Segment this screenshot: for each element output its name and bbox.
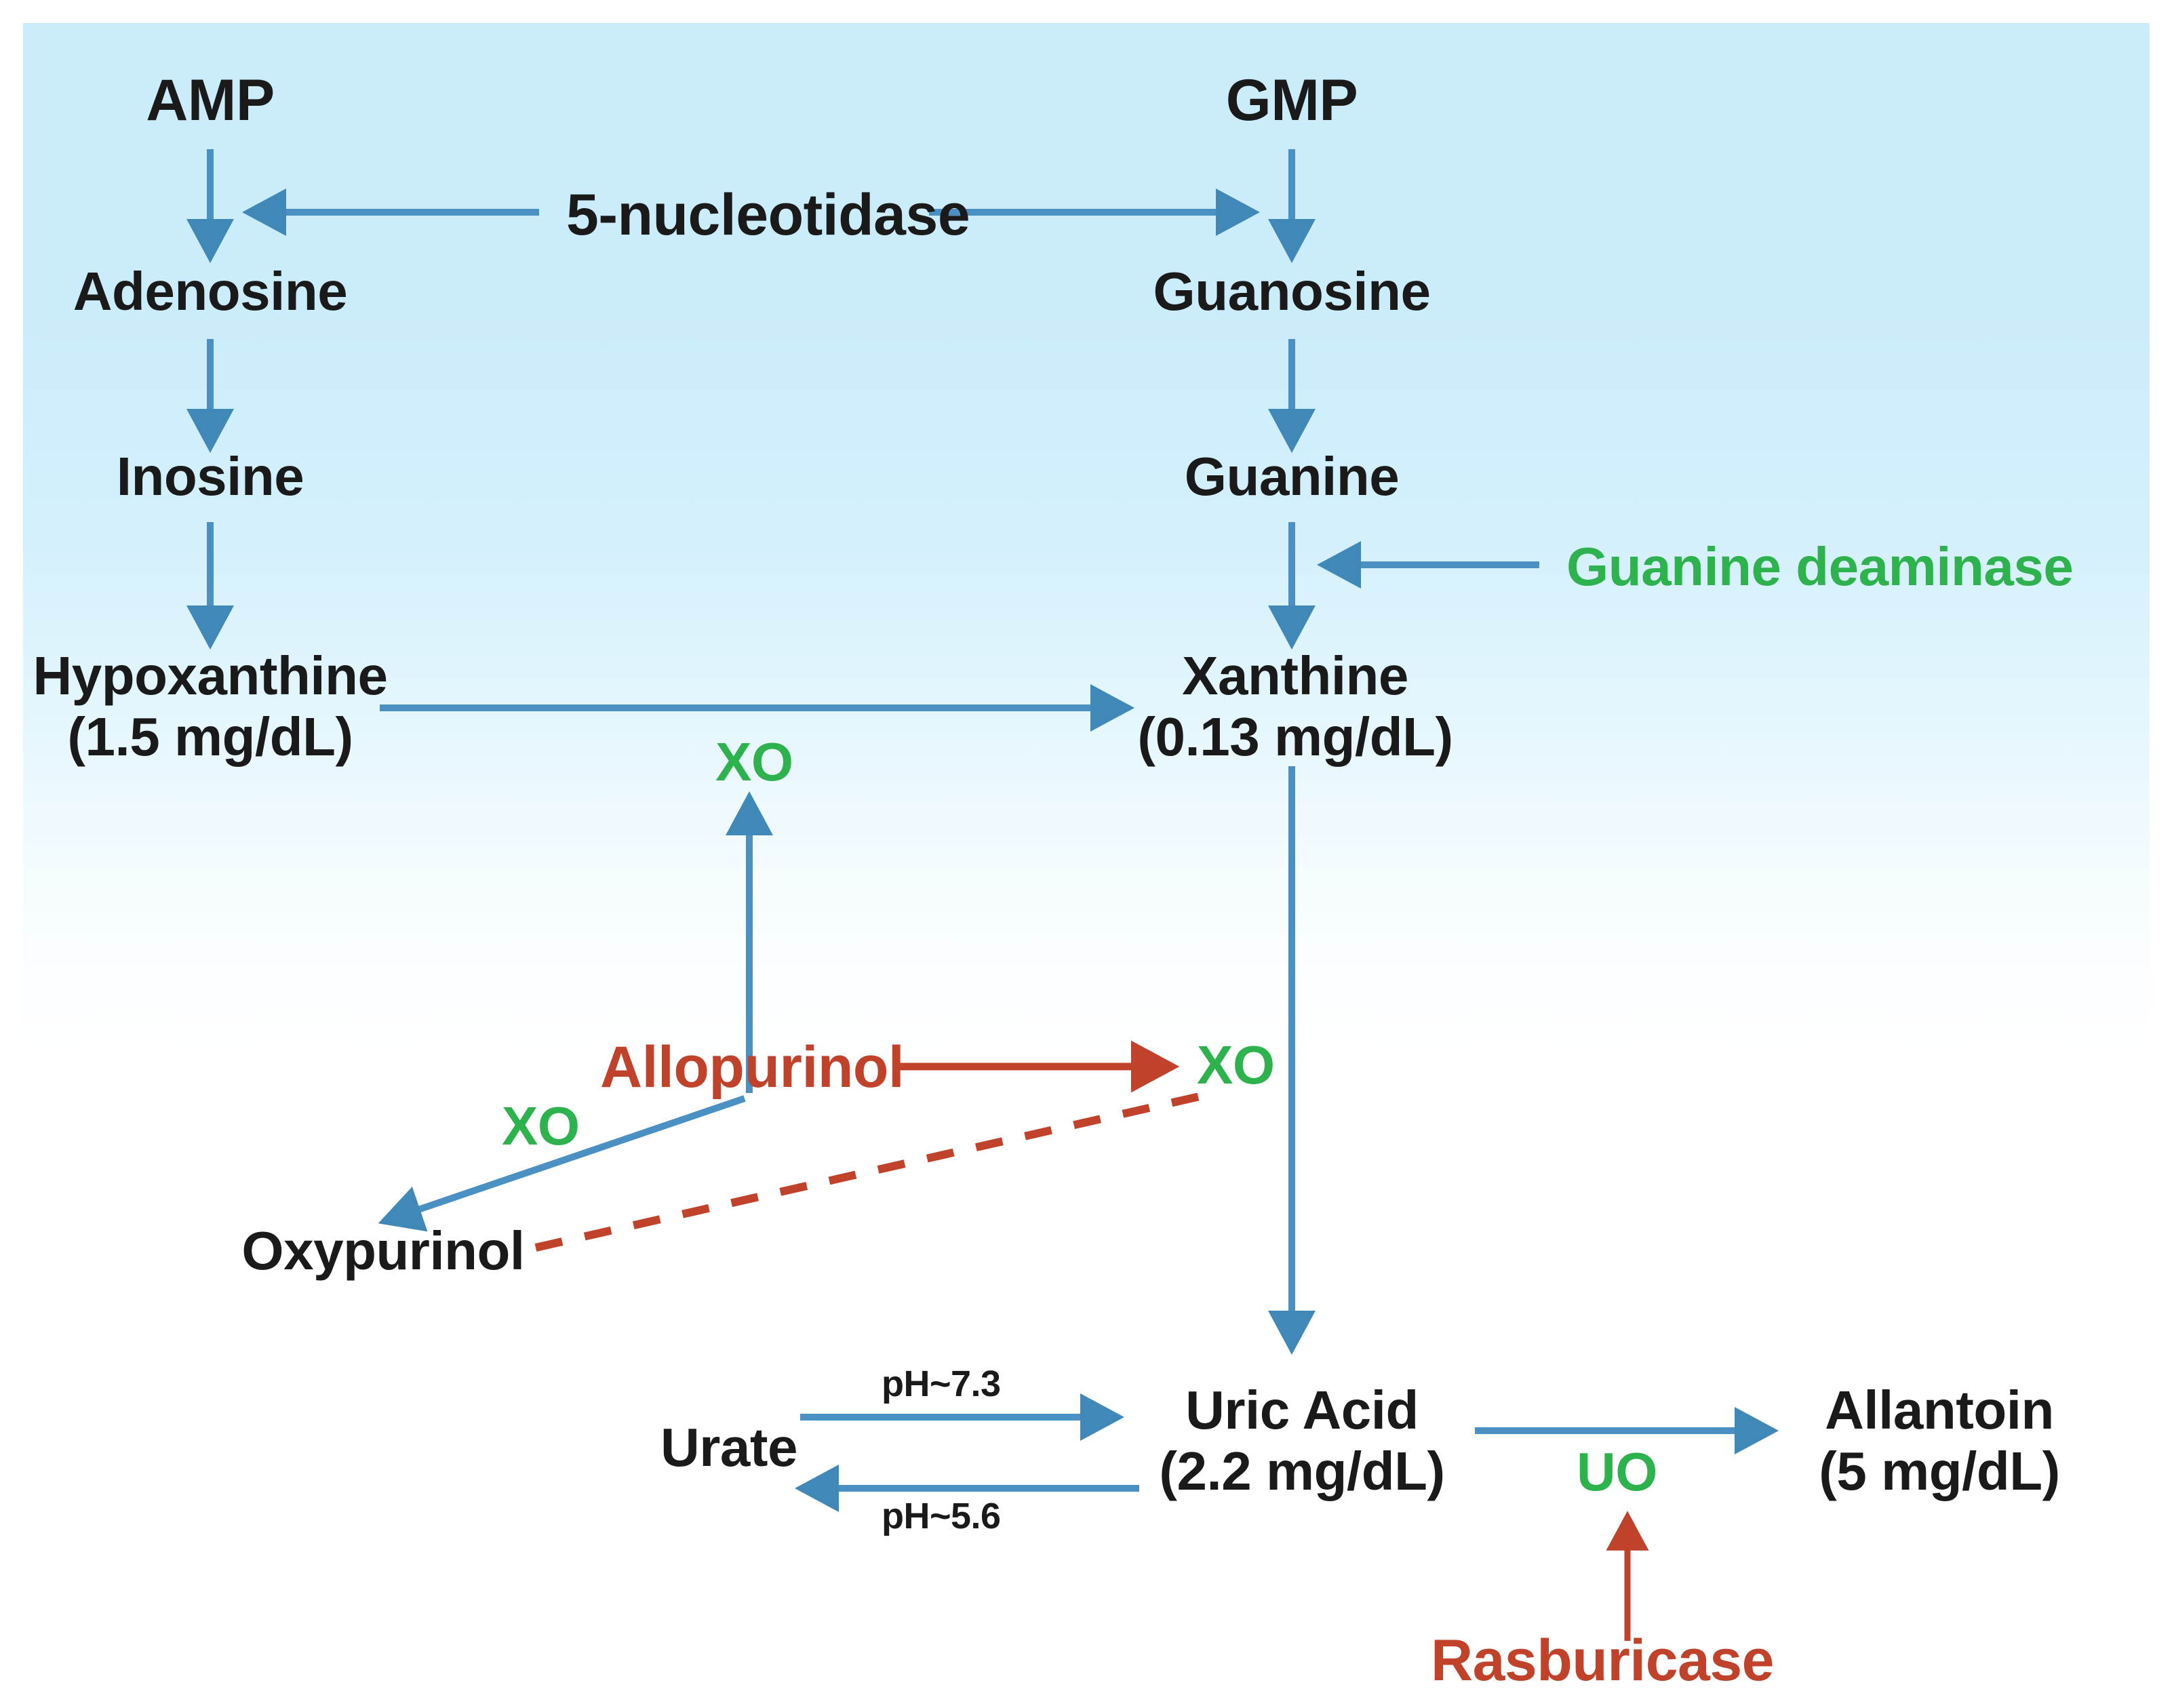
condition-ph-low-text: pH~5.6	[882, 1496, 1001, 1536]
node-hypoxanthine-label: Hypoxanthine	[33, 646, 388, 706]
node-amp-label: AMP	[146, 68, 275, 133]
enzyme-guanine-deaminase-text: Guanine deaminase	[1566, 536, 2074, 597]
node-uric-acid-label: Uric Acid	[1185, 1380, 1419, 1440]
enzyme-uo-text: UO	[1577, 1442, 1658, 1502]
node-allantoin-value: (5 mg/dL)	[1819, 1440, 2060, 1501]
condition-label-ph-low: pH~5.6	[882, 1495, 1001, 1537]
node-allantoin-label: Allantoin	[1825, 1380, 2054, 1440]
condition-ph-high-text: pH~7.3	[882, 1364, 1001, 1404]
drug-label-rasburicase: Rasburicase	[1431, 1627, 1775, 1694]
node-hypoxanthine: Hypoxanthine (1.5 mg/dL)	[20, 646, 400, 767]
enzyme-label-xo-oxypurinol: XO	[502, 1095, 580, 1157]
node-inosine-label: Inosine	[116, 446, 304, 507]
enzyme-label-uo: UO	[1577, 1441, 1658, 1503]
condition-label-ph-high: pH~7.3	[882, 1363, 1001, 1405]
enzyme-label-guanine-deaminase: Guanine deaminase	[1566, 536, 2074, 598]
node-gmp-label: GMP	[1225, 68, 1358, 133]
dashed-line-oxypurinol-inhibits-xo	[534, 1088, 1222, 1252]
node-adenosine-label: Adenosine	[73, 261, 348, 321]
drug-rasburicase-text: Rasburicase	[1431, 1628, 1775, 1693]
node-xanthine-label: Xanthine	[1182, 646, 1408, 706]
drug-allopurinol-text: Allopurinol	[600, 1035, 905, 1100]
blue-arrows-group	[186, 149, 1779, 1512]
drug-label-allopurinol: Allopurinol	[600, 1034, 905, 1101]
node-urate: Urate	[631, 1417, 827, 1478]
node-guanosine: Guanosine	[1139, 261, 1444, 322]
red-arrows-group: XO dashed inhibition -->	[534, 1040, 1649, 1641]
enzyme-label-xo-hypoxanthine-xanthine: XO	[715, 731, 793, 793]
node-uric-acid: Uric Acid (2.2 mg/dL)	[1129, 1380, 1475, 1501]
node-xanthine: Xanthine (0.13 mg/dL)	[1105, 646, 1485, 767]
node-oxypurinol-label: Oxypurinol	[241, 1220, 525, 1281]
node-uric-acid-value: (2.2 mg/dL)	[1159, 1440, 1445, 1501]
node-guanosine-label: Guanosine	[1153, 261, 1431, 321]
node-amp: AMP	[129, 68, 292, 133]
node-adenosine: Adenosine	[58, 261, 363, 322]
enzyme-5-nucleotidase-text: 5-nucleotidase	[566, 182, 970, 247]
node-xanthine-value: (0.13 mg/dL)	[1137, 706, 1453, 767]
enzyme-xo-allopurinol-text: XO	[1197, 1035, 1275, 1095]
node-hypoxanthine-value: (1.5 mg/dL)	[67, 706, 353, 767]
enzyme-label-xo-allopurinol-target: XO	[1197, 1034, 1275, 1096]
node-guanine-label: Guanine	[1184, 446, 1400, 507]
node-urate-label: Urate	[660, 1417, 798, 1477]
node-inosine: Inosine	[75, 446, 346, 507]
node-oxypurinol: Oxypurinol	[224, 1220, 542, 1282]
node-gmp: GMP	[1210, 68, 1373, 133]
arrow-allopurinol-to-oxypurinol	[378, 1095, 746, 1232]
node-allantoin: Allantoin (5 mg/dL)	[1783, 1380, 2095, 1501]
enzyme-xo-hypoxanthine-text: XO	[715, 732, 793, 792]
enzyme-label-5-nucleotidase: 5-nucleotidase	[566, 182, 970, 249]
node-guanine: Guanine	[1156, 446, 1427, 507]
enzyme-xo-oxypurinol-text: XO	[502, 1096, 580, 1156]
